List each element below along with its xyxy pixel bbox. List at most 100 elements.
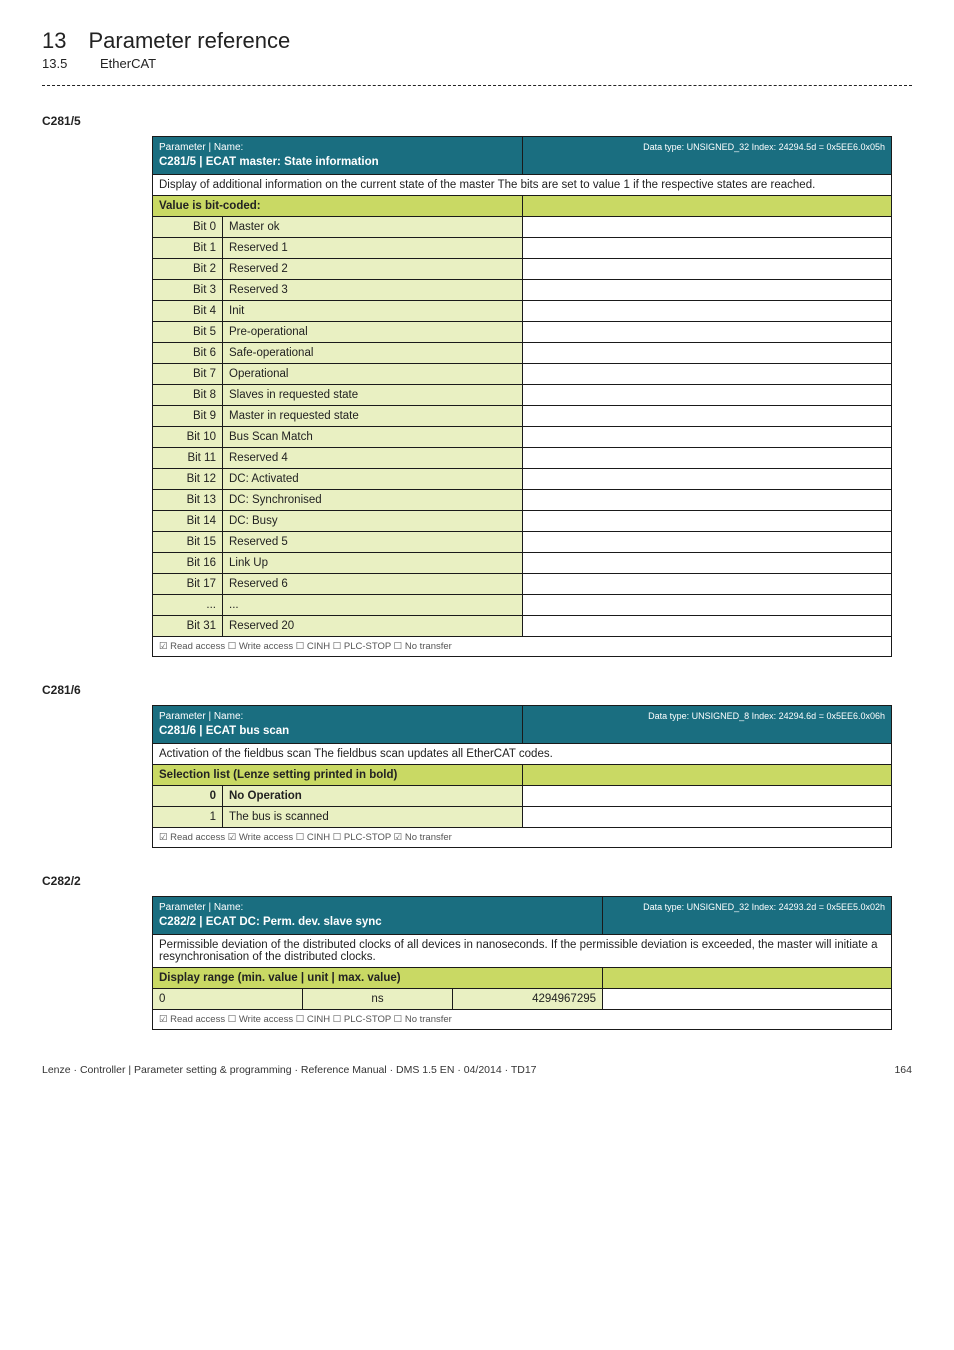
bit-value: Master in requested state	[223, 406, 523, 427]
table-row: Bit 3Reserved 3	[153, 280, 892, 301]
bit-key: Bit 10	[153, 427, 223, 448]
param-table-wrap: Parameter | Name: C281/5 | ECAT master: …	[152, 136, 912, 657]
bit-value: DC: Activated	[223, 469, 523, 490]
param-description-row: Display of additional information on the…	[153, 175, 892, 196]
bit-blank	[523, 364, 892, 385]
param-name-title: C281/5 | ECAT master: State information	[159, 155, 516, 171]
bit-value: Operational	[223, 364, 523, 385]
bit-value: Reserved 6	[223, 574, 523, 595]
sel-key: 1	[153, 807, 223, 828]
chapter-title: Parameter reference	[88, 28, 290, 54]
param-access-footer-row: ☑ Read access ☐ Write access ☐ CINH ☐ PL…	[153, 637, 892, 657]
bit-blank	[523, 343, 892, 364]
chapter-number: 13	[42, 28, 66, 54]
bit-key: Bit 31	[153, 616, 223, 637]
bit-key: Bit 2	[153, 259, 223, 280]
bit-value: Bus Scan Match	[223, 427, 523, 448]
bit-key: Bit 11	[153, 448, 223, 469]
param-meta: Data type: UNSIGNED_32 Index: 24294.5d =…	[523, 137, 892, 175]
param-subhead-blank	[603, 968, 892, 989]
param-subhead-blank	[523, 196, 892, 217]
bit-value: Link Up	[223, 553, 523, 574]
table-row: Bit 14DC: Busy	[153, 511, 892, 532]
param-anchor: C282/2	[42, 874, 912, 888]
bit-value: Reserved 5	[223, 532, 523, 553]
bit-key: Bit 16	[153, 553, 223, 574]
bit-value: Reserved 3	[223, 280, 523, 301]
bit-key: Bit 9	[153, 406, 223, 427]
divider	[42, 85, 912, 86]
page-footer: Lenze · Controller | Parameter setting &…	[42, 1064, 912, 1076]
param-table-c282-2: Parameter | Name: C282/2 | ECAT DC: Perm…	[152, 896, 892, 1030]
section-number: 13.5	[42, 56, 78, 71]
sel-key: 0	[153, 786, 223, 807]
bit-value: Safe-operational	[223, 343, 523, 364]
bit-blank	[523, 322, 892, 343]
range-blank	[603, 989, 892, 1010]
param-name-title: C281/6 | ECAT bus scan	[159, 724, 516, 740]
bit-value: DC: Busy	[223, 511, 523, 532]
bit-blank	[523, 469, 892, 490]
table-row: Bit 13DC: Synchronised	[153, 490, 892, 511]
bit-blank	[523, 490, 892, 511]
bit-value: Pre-operational	[223, 322, 523, 343]
bit-blank	[523, 616, 892, 637]
param-table-c281-5: Parameter | Name: C281/5 | ECAT master: …	[152, 136, 892, 657]
table-row: Bit 10Bus Scan Match	[153, 427, 892, 448]
param-access-footer-row: ☑ Read access ☐ Write access ☐ CINH ☐ PL…	[153, 1010, 892, 1030]
range-max: 4294967295	[453, 989, 603, 1010]
bit-blank	[523, 595, 892, 616]
table-header-row: Parameter | Name: C281/6 | ECAT bus scan…	[153, 706, 892, 744]
param-name-label: Parameter | Name:	[159, 901, 596, 915]
bit-blank	[523, 427, 892, 448]
table-row: Bit 4Init	[153, 301, 892, 322]
section-title: EtherCAT	[100, 56, 156, 71]
param-table-c281-6: Parameter | Name: C281/6 | ECAT bus scan…	[152, 705, 892, 848]
bit-blank	[523, 553, 892, 574]
bit-key: Bit 15	[153, 532, 223, 553]
bit-key: Bit 7	[153, 364, 223, 385]
param-name-label: Parameter | Name:	[159, 710, 516, 724]
bit-value: Master ok	[223, 217, 523, 238]
bit-key: Bit 1	[153, 238, 223, 259]
table-row: Bit 2Reserved 2	[153, 259, 892, 280]
bit-key: Bit 4	[153, 301, 223, 322]
bit-key: Bit 13	[153, 490, 223, 511]
bit-value: DC: Synchronised	[223, 490, 523, 511]
bit-value: Reserved 4	[223, 448, 523, 469]
bit-blank	[523, 280, 892, 301]
bit-value: Reserved 2	[223, 259, 523, 280]
bit-key: Bit 14	[153, 511, 223, 532]
param-range-row: 0 ns 4294967295	[153, 989, 892, 1010]
bit-key: Bit 12	[153, 469, 223, 490]
bit-key: Bit 0	[153, 217, 223, 238]
range-min: 0	[153, 989, 303, 1010]
param-table-wrap: Parameter | Name: C281/6 | ECAT bus scan…	[152, 705, 912, 848]
bit-blank	[523, 238, 892, 259]
param-anchor: C281/5	[42, 114, 912, 128]
footer-page-number: 164	[894, 1064, 912, 1076]
param-access-footer: ☑ Read access ☐ Write access ☐ CINH ☐ PL…	[153, 637, 892, 657]
param-access-footer: ☑ Read access ☐ Write access ☐ CINH ☐ PL…	[153, 1010, 892, 1030]
sel-value: The bus is scanned	[223, 807, 523, 828]
sel-blank	[523, 807, 892, 828]
table-header-row: Parameter | Name: C282/2 | ECAT DC: Perm…	[153, 897, 892, 935]
param-anchor: C281/6	[42, 683, 912, 697]
bit-key: Bit 8	[153, 385, 223, 406]
table-row: Bit 16Link Up	[153, 553, 892, 574]
range-unit: ns	[303, 989, 453, 1010]
bit-blank	[523, 217, 892, 238]
table-row: Bit 17Reserved 6	[153, 574, 892, 595]
bit-blank	[523, 301, 892, 322]
param-description: Display of additional information on the…	[153, 175, 892, 196]
param-subhead-row: Selection list (Lenze setting printed in…	[153, 765, 892, 786]
chapter-header: 13 Parameter reference	[42, 28, 912, 54]
sel-blank	[523, 786, 892, 807]
param-subhead-blank	[523, 765, 892, 786]
param-meta: Data type: UNSIGNED_8 Index: 24294.6d = …	[523, 706, 892, 744]
param-subhead: Selection list (Lenze setting printed in…	[153, 765, 523, 786]
section-header: 13.5 EtherCAT	[42, 56, 912, 71]
table-row: Bit 11Reserved 4	[153, 448, 892, 469]
table-row: 1The bus is scanned	[153, 807, 892, 828]
table-row: Bit 15Reserved 5	[153, 532, 892, 553]
